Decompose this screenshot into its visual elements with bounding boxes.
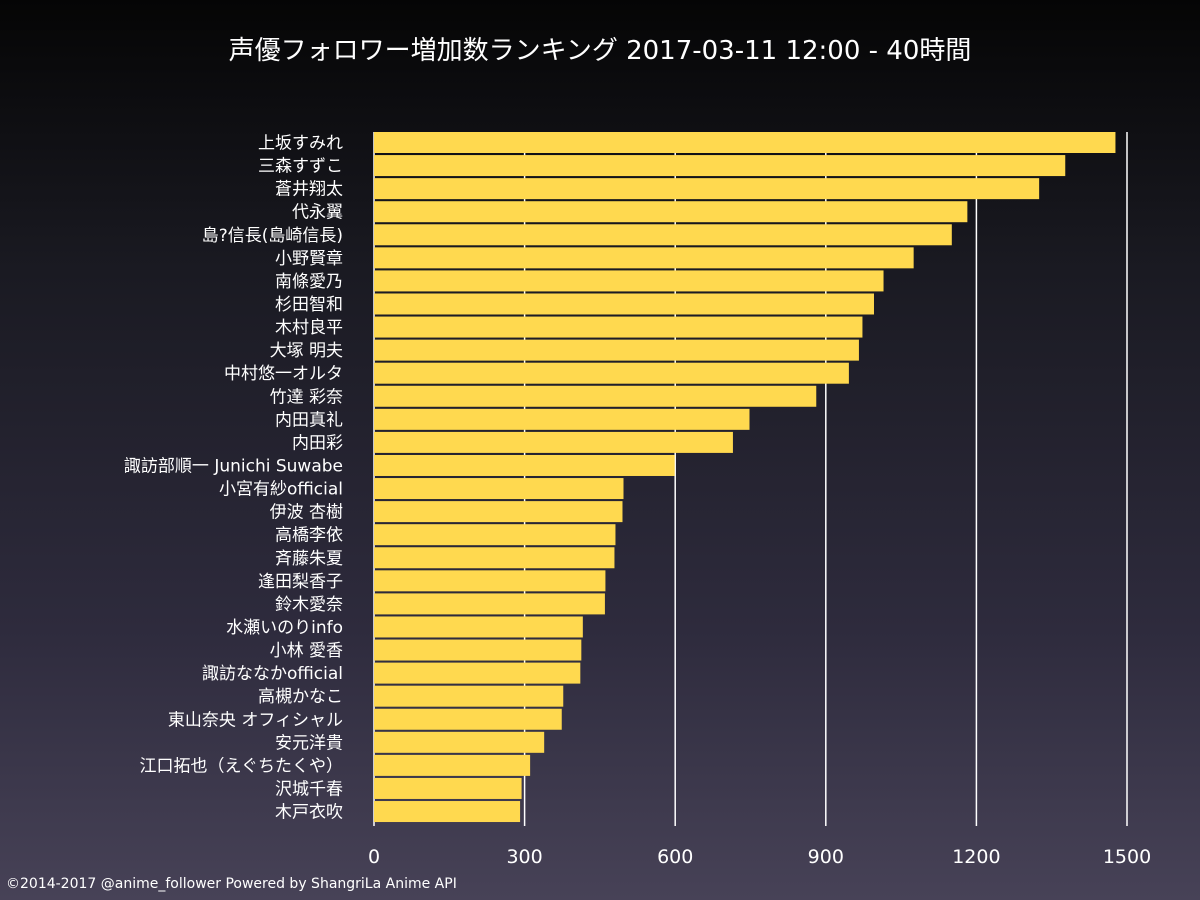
category-label: 伊波 杏樹 [270, 503, 343, 523]
category-label: 高槻かなこ [258, 687, 343, 707]
category-label: 南條愛乃 [275, 272, 343, 292]
category-label: 小林 愛香 [270, 641, 343, 661]
bar [374, 640, 581, 661]
x-tick-label: 300 [506, 846, 542, 868]
bar [374, 801, 520, 822]
bar [374, 547, 614, 568]
bar [374, 178, 1039, 199]
bar [374, 224, 952, 245]
category-label: 諏訪ななかofficial [202, 664, 343, 684]
bars [374, 132, 1115, 822]
x-tick-label: 1200 [952, 846, 1000, 868]
category-label: 諏訪部順一 Junichi Suwabe [124, 456, 343, 476]
x-tick-label: 0 [368, 846, 380, 868]
bar-chart: 上坂すみれ三森すずこ蒼井翔太代永翼島?信長(島崎信長) 小野賢章南條愛乃杉田智和木… [0, 0, 1200, 900]
category-label: 三森すずこ [258, 157, 343, 177]
category-label: 中村悠一オルタ [224, 364, 343, 384]
bar [374, 686, 563, 707]
category-label: 逢田梨香子 [258, 572, 343, 592]
bar [374, 732, 544, 753]
category-label: 鈴木愛奈 [275, 595, 343, 615]
bar [374, 570, 605, 591]
bar [374, 455, 675, 476]
bar [374, 478, 623, 499]
footer-credit: ©2014-2017 @anime_follower Powered by Sh… [6, 876, 457, 892]
category-label: 斉藤朱夏 [275, 549, 343, 569]
category-label: 蒼井翔太 [275, 180, 343, 200]
category-label: 杉田智和 [275, 295, 343, 315]
category-label: 沢城千春 [275, 779, 343, 799]
x-tick-label: 1500 [1103, 846, 1151, 868]
bar [374, 409, 749, 430]
bar [374, 317, 862, 338]
category-label: 小野賢章 [275, 249, 343, 269]
bar [374, 201, 967, 222]
x-axis-ticks: 0 300 600 900 1200 1500 [368, 846, 1151, 868]
category-label: 大塚 明夫 [270, 341, 343, 361]
category-label: 東山奈央 オフィシャル [168, 710, 343, 730]
bar [374, 363, 849, 384]
category-label: 竹達 彩奈 [270, 387, 343, 407]
bar [374, 293, 874, 314]
category-label: 木村良平 [275, 318, 343, 338]
x-tick-label: 900 [808, 846, 844, 868]
category-label: 島?信長(島崎信長) [202, 226, 343, 246]
category-label: 小宮有紗official [219, 480, 343, 500]
category-label: 木戸衣吹 [275, 803, 343, 823]
bar [374, 340, 859, 361]
category-label: 水瀬いのりinfo [226, 618, 343, 638]
bar [374, 709, 562, 730]
bar [374, 524, 615, 545]
category-label: 内田真礼 [275, 410, 343, 430]
bar [374, 593, 605, 614]
bar [374, 501, 622, 522]
x-tick-label: 600 [657, 846, 693, 868]
bar [374, 386, 816, 407]
bar [374, 270, 884, 291]
category-label: 代永翼 [292, 203, 343, 223]
category-label: 安元洋貴 [275, 733, 343, 753]
category-label: 江口拓也（えぐちたくや） [140, 756, 344, 776]
bar [374, 778, 522, 799]
bar [374, 432, 733, 453]
category-label: 上坂すみれ [258, 134, 343, 154]
category-label: 内田彩 [292, 433, 343, 453]
bar [374, 616, 583, 637]
bar [374, 663, 580, 684]
bar [374, 247, 914, 268]
bar [374, 755, 530, 776]
bar [374, 155, 1065, 176]
bar [374, 132, 1115, 153]
category-label: 高橋李依 [275, 526, 343, 546]
